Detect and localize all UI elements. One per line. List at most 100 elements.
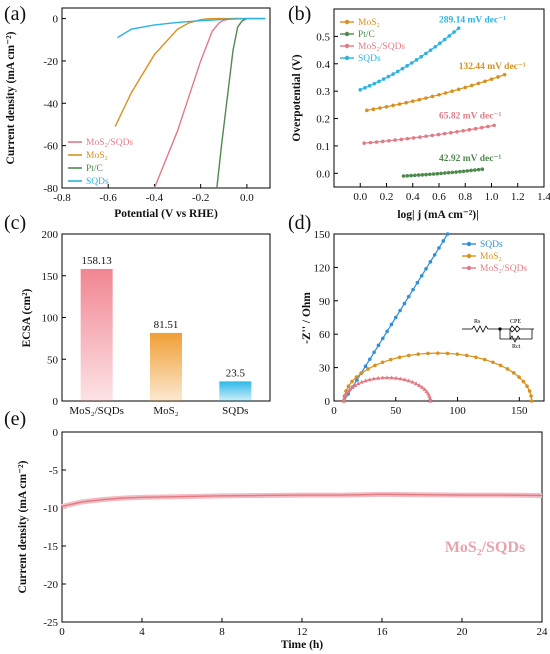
y-tick-label: -15 (43, 541, 58, 553)
y-tick-label: 30 (319, 363, 331, 375)
data-point (389, 322, 394, 327)
y-tick-label: 0.1 (316, 141, 330, 153)
panel-d-label: (d) (288, 212, 311, 234)
data-point (455, 352, 460, 356)
legend-label: MoS₂ (480, 252, 502, 262)
data-point (399, 137, 404, 142)
plot-a-xlabel: Potential (V vs RHE) (114, 208, 218, 220)
series-line-2 (216, 17, 266, 189)
data-point (349, 385, 355, 389)
y-tick-label: 0 (53, 396, 59, 408)
x-tick-label: 0 (331, 405, 337, 417)
data-point (413, 173, 417, 178)
data-point (419, 54, 423, 59)
data-point (449, 130, 453, 135)
bar-value-label: 23.5 (226, 367, 246, 379)
data-point (385, 329, 389, 334)
data-point (405, 64, 409, 68)
y-tick-label: 0.5 (316, 31, 330, 43)
plot-a-lines (114, 17, 266, 189)
plot-a-ylabel: Current density (mA cm⁻²) (5, 31, 17, 164)
data-point (492, 123, 496, 128)
data-point (464, 353, 469, 358)
data-point (341, 398, 347, 403)
data-point (350, 379, 354, 384)
y-tick-label: 90 (319, 296, 331, 308)
slope-label: 289.14 mV dec⁻¹ (439, 16, 506, 26)
x-tick-label: 50 (390, 405, 402, 417)
data-point (467, 127, 472, 132)
data-point (442, 131, 447, 136)
legend-marker (344, 19, 350, 25)
data-point (414, 58, 419, 62)
data-point (443, 91, 448, 95)
panel-a-label: (a) (4, 3, 26, 25)
x-tick-label: 150 (511, 405, 528, 417)
legend-label: MoS₂/SQDs (480, 264, 527, 274)
series-band (61, 491, 543, 509)
x-tick-label: -0.4 (146, 192, 164, 204)
legend-label: MoS₂ (86, 151, 108, 161)
data-point (456, 87, 461, 92)
data-point (389, 357, 393, 362)
legend-label: MoS₂/SQDs (86, 138, 133, 148)
x-tick-label: 1.4 (537, 191, 550, 203)
data-point (427, 393, 432, 398)
data-point (432, 253, 437, 257)
plot-c-ticks: 0 50 100 150 200 (42, 229, 66, 408)
series-line-1 (114, 17, 247, 127)
data-point (436, 132, 441, 137)
data-point (437, 246, 441, 250)
data-point (389, 375, 394, 380)
data-point (346, 384, 351, 389)
x-tick-label: 0 (59, 626, 65, 638)
category-label: MoS₂/SQDs (69, 405, 124, 417)
plot-e-frame (61, 431, 543, 623)
data-point (458, 169, 462, 174)
data-point (406, 378, 411, 383)
data-point (420, 173, 425, 177)
data-point (363, 86, 367, 90)
data-point (437, 92, 441, 97)
plot-b-ylabel: Overpotential (V) (291, 54, 303, 141)
series-line-0 (366, 74, 505, 111)
data-point (446, 170, 451, 175)
series-line-2 (364, 124, 495, 144)
data-point (424, 266, 428, 271)
data-point (377, 79, 381, 84)
data-point (400, 66, 405, 71)
x-tick-label: 4 (139, 626, 145, 638)
equivalent-circuit: Rs CPE Rct (462, 319, 534, 350)
legend-marker (344, 43, 350, 49)
data-point (343, 391, 349, 396)
data-point (424, 134, 428, 139)
data-point (463, 85, 468, 90)
data-point (378, 106, 382, 110)
plot-a-frame (61, 7, 271, 189)
plot-d-lines (341, 232, 534, 403)
data-point (438, 41, 442, 46)
y-tick-label: 200 (42, 229, 59, 241)
data-point (411, 287, 415, 292)
data-point (426, 351, 430, 356)
data-point (505, 367, 510, 371)
y-tick-label: 150 (314, 229, 331, 241)
legend-marker (344, 55, 350, 61)
data-point (452, 30, 456, 34)
panel-e-label: (e) (4, 408, 26, 430)
data-point (372, 81, 377, 86)
panel-b: (b) 0.0 0.2 0.4 0.6 0.8 1.0 1.2 1.4 0.0 0.1 0.2 0.3… (288, 3, 550, 221)
data-point (424, 96, 428, 100)
data-point (435, 171, 440, 176)
y-tick-label: 120 (314, 262, 331, 274)
bar-value-label: 81.51 (154, 319, 179, 331)
data-point (398, 308, 402, 313)
data-point (469, 168, 473, 173)
data-point (398, 376, 403, 381)
y-tick-label: 0.0 (316, 168, 330, 180)
slope-label: 42.92 mV dec⁻¹ (439, 154, 501, 164)
data-point (465, 169, 470, 173)
plot-c-ylabel: ECSA (cm²) (21, 288, 33, 347)
data-point (489, 77, 494, 81)
data-point (368, 140, 373, 145)
